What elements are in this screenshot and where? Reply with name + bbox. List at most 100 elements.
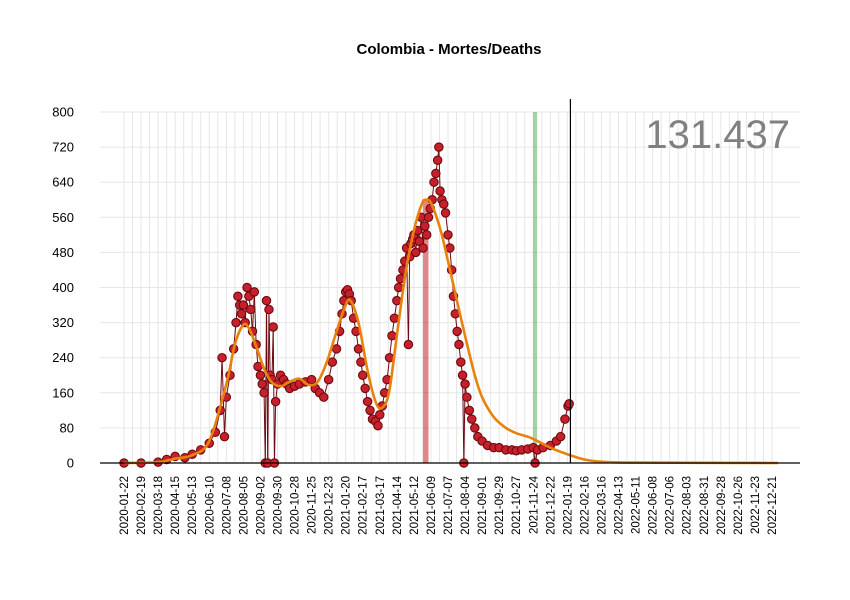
data-point: [362, 396, 373, 407]
x-tick-label: 2020-10-28: [290, 476, 302, 535]
x-tick-label: 2021-03-17: [375, 476, 387, 535]
x-tick-label: 2020-08-05: [238, 476, 250, 535]
x-tick-label: 2021-07-07: [443, 476, 455, 535]
x-tick-label: 2022-09-28: [716, 476, 728, 535]
x-tick-label: 2020-06-10: [204, 476, 216, 535]
red-highlight-band: [423, 199, 429, 463]
data-point: [403, 339, 414, 350]
data-point: [389, 313, 400, 323]
data-point: [217, 352, 227, 363]
trend-line: [123, 198, 779, 465]
x-tick-label: 2021-02-17: [358, 476, 370, 535]
x-tick-label: 2022-08-31: [699, 476, 711, 535]
x-tick-label: 2022-12-21: [767, 476, 779, 535]
data-point: [233, 291, 243, 302]
data-point: [231, 317, 241, 328]
data-point: [431, 168, 441, 179]
data-point: [410, 247, 421, 258]
x-tick-label: 2022-05-11: [631, 476, 643, 534]
data-point: [460, 379, 470, 389]
data-point: [365, 405, 375, 416]
x-tick-label: 2022-08-03: [682, 476, 694, 535]
x-tick-label: 2020-09-30: [272, 476, 284, 535]
x-tick-label: 2021-06-09: [426, 476, 438, 535]
x-tick-label: 2021-09-29: [494, 476, 506, 535]
x-tick-label: 2022-10-26: [733, 476, 745, 535]
data-point: [242, 282, 252, 293]
x-tick-label: 2020-11-25: [307, 476, 319, 534]
data-point: [560, 414, 570, 424]
data-point: [323, 374, 334, 385]
y-tick-label: 480: [52, 245, 74, 260]
x-tick-label: 2021-11-24: [528, 475, 540, 534]
data-point: [373, 420, 383, 431]
x-tick-label: 2021-08-04: [460, 475, 472, 534]
data-point: [238, 300, 249, 310]
data-point: [259, 388, 269, 398]
data-point: [327, 357, 338, 367]
y-tick-label: 400: [52, 280, 74, 295]
data-point: [219, 431, 230, 442]
data-point: [457, 370, 468, 380]
x-axis-ticks: 2020-01-22 2020-02-19 2020-03-18 2020-04-15…: [119, 475, 779, 534]
data-point: [306, 374, 317, 385]
data-point: [454, 339, 464, 350]
x-tick-label: 2020-04-15: [170, 476, 182, 535]
total-deaths-label: 131.437: [645, 113, 790, 157]
x-tick-label: 2022-03-16: [596, 476, 608, 535]
data-point: [435, 186, 445, 196]
data-point: [440, 208, 451, 218]
x-tick-label: 2022-06-08: [648, 476, 660, 535]
y-tick-label: 320: [52, 315, 74, 330]
x-tick-label: 2020-02-19: [136, 476, 148, 535]
data-point: [356, 357, 366, 367]
point-connector: [253, 291, 257, 345]
y-tick-label: 240: [52, 350, 74, 365]
y-tick-label: 160: [52, 385, 74, 400]
x-tick-label: 2022-02-16: [579, 476, 591, 535]
chart-title: Colombia - Mortes/Deaths: [356, 41, 541, 58]
data-point: [268, 322, 278, 332]
data-point: [564, 399, 574, 409]
point-connector: [223, 397, 227, 437]
x-tick-label: 2021-01-20: [341, 476, 353, 535]
point-connector: [272, 326, 275, 464]
x-tick-label: 2020-12-23: [324, 476, 336, 535]
x-tick-label: 2020-01-22: [119, 476, 131, 535]
y-tick-label: 0: [67, 456, 74, 471]
data-point: [393, 282, 404, 293]
x-tick-label: 2021-09-01: [477, 476, 489, 535]
point-connector: [273, 401, 277, 464]
data-point: [257, 379, 267, 389]
data-point: [452, 326, 462, 337]
green-marker-line: [533, 112, 538, 463]
x-tick-label: 2022-11-23: [750, 476, 762, 534]
x-tick-label: 2021-04-14: [392, 475, 404, 534]
data-point: [375, 409, 385, 420]
y-tick-label: 640: [52, 175, 74, 190]
y-tick-label: 720: [52, 140, 74, 155]
x-tick-label: 2021-05-12: [409, 476, 421, 535]
data-point: [255, 370, 266, 380]
point-connector: [438, 147, 441, 191]
data-point: [456, 357, 466, 367]
data-point: [555, 431, 566, 442]
data-point: [360, 383, 370, 394]
data-point: [462, 392, 472, 402]
data-point: [464, 405, 475, 416]
axes: [100, 99, 800, 464]
data-point: [432, 155, 443, 166]
x-tick-label: 2021-10-27: [511, 476, 523, 535]
x-tick-label: 2020-03-18: [153, 476, 165, 535]
data-point: [429, 177, 439, 187]
y-axis-ticks: 0 80 160 240 320 400 480 560 640 720 800: [52, 105, 74, 471]
x-tick-label: 2021-12-22: [545, 476, 557, 535]
grid: [100, 111, 800, 464]
data-point: [421, 230, 432, 240]
point-connector: [268, 309, 271, 376]
data-point: [264, 304, 274, 315]
x-tick-label: 2022-04-13: [614, 476, 626, 535]
data-point: [331, 344, 342, 354]
data-point: [467, 414, 477, 424]
x-tick-label: 2020-09-02: [255, 476, 267, 535]
